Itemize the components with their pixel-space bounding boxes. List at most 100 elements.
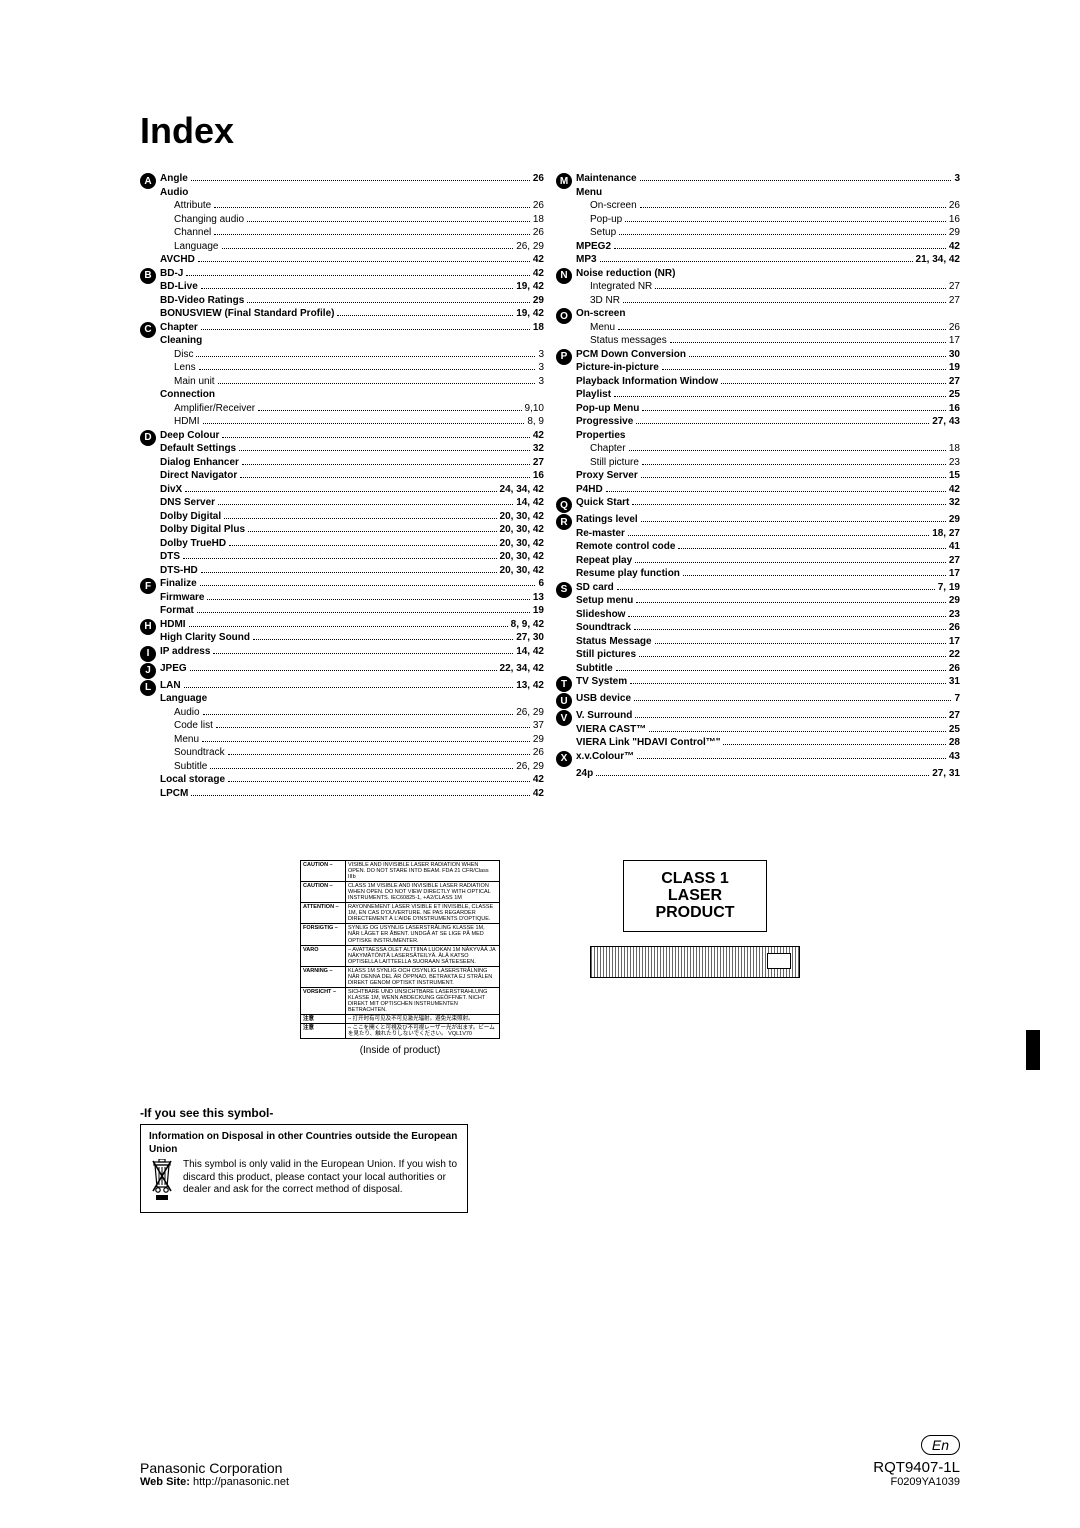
index-entry: Menu29 [160, 733, 544, 747]
index-entry: Setup menu29 [576, 594, 960, 608]
index-entry: Status Message17 [576, 635, 960, 649]
entry-label: On-screen [576, 199, 637, 213]
letter-badge: P [556, 349, 572, 365]
entry-page: 18 [949, 442, 960, 456]
entry-label: Main unit [160, 375, 215, 389]
caution-table: CAUTION –VISIBLE AND INVISIBLE LASER RAD… [300, 860, 500, 1039]
entry-label: DNS Server [160, 496, 215, 510]
index-entry: Slideshow23 [576, 608, 960, 622]
index-entry: P4HD42 [576, 483, 960, 497]
index-entry: Chapter18 [576, 442, 960, 456]
entry-page: 26, 29 [516, 240, 544, 254]
doc-code-1: RQT9407-1L [873, 1459, 960, 1476]
entry-label: Attribute [160, 199, 211, 213]
index-entry: Soundtrack26 [576, 621, 960, 635]
index-entry: Code list37 [160, 719, 544, 733]
index-entry: Playlist25 [576, 388, 960, 402]
footer: Panasonic Corporation Web Site: http://p… [140, 1435, 960, 1488]
index-entry: Lens3 [160, 361, 544, 375]
letter-group: BBD-J42BD-Live19, 42BD-Video Ratings29BO… [140, 267, 544, 321]
entry-page: 24, 34, 42 [500, 483, 544, 497]
entry-label: 24p [576, 767, 593, 781]
letter-group: FFinalize6Firmware13Format19 [140, 577, 544, 618]
entry-label: USB device [576, 692, 631, 706]
index-entry: Setup29 [576, 226, 960, 240]
caution-label: CAUTION – [301, 882, 346, 903]
entry-label: Subtitle [576, 662, 613, 676]
entry-page: 29 [533, 294, 544, 308]
entry-label: MPEG2 [576, 240, 611, 254]
entry-page: 9,10 [525, 402, 544, 416]
entry-page: 27 [949, 294, 960, 308]
caution-text: – AVATTAESSA OLET ALTTIINA LUOKAN 1M NÄK… [346, 945, 500, 966]
index-entry: Menu [576, 186, 960, 200]
entry-page: 29 [949, 226, 960, 240]
entry-page: 27 [949, 375, 960, 389]
index-entry: Finalize6 [160, 577, 544, 591]
entry-label: Picture-in-picture [576, 361, 659, 375]
letter-group: Xx.v.Colour™43 [556, 750, 960, 767]
website-line: Web Site: http://panasonic.net [140, 1476, 289, 1488]
caution-text: SICHTBARE UND UNSICHTBARE LASERSTRAHLUNG… [346, 987, 500, 1014]
language-badge: En [921, 1435, 960, 1455]
index-entry: MP321, 34, 42 [576, 253, 960, 267]
index-entry: Subtitle26, 29 [160, 760, 544, 774]
caution-text: SYNLIG OG USYNLIG LASERSTRÅLING KLASSE 1… [346, 924, 500, 945]
entry-label: Firmware [160, 591, 204, 605]
letter-group: QQuick Start32 [556, 496, 960, 513]
index-entry: BD-J42 [160, 267, 544, 281]
index-entry: Still picture23 [576, 456, 960, 470]
entry-label: Channel [160, 226, 211, 240]
letter-group: CChapter18CleaningDisc3Lens3Main unit3Co… [140, 321, 544, 429]
index-entry: Main unit3 [160, 375, 544, 389]
entry-label: Dolby Digital Plus [160, 523, 245, 537]
entry-page: 26, 29 [516, 706, 544, 720]
entry-label: Integrated NR [576, 280, 652, 294]
index-entry: On-screen26 [576, 199, 960, 213]
entry-page: 20, 30, 42 [500, 510, 544, 524]
entry-label: Angle [160, 172, 188, 186]
entry-page: 17 [949, 567, 960, 581]
entry-label: Properties [576, 429, 625, 443]
entry-label: PCM Down Conversion [576, 348, 686, 362]
index-entry: Language [160, 692, 544, 706]
entry-page: 31 [949, 675, 960, 689]
entry-page: 29 [533, 733, 544, 747]
caution-label: VARNING – [301, 966, 346, 987]
entry-page: 7 [954, 692, 960, 706]
entry-label: Still pictures [576, 648, 636, 662]
index-entry: Quick Start32 [576, 496, 960, 510]
caution-text: RAYONNEMENT LASER VISIBLE ET INVISIBLE, … [346, 903, 500, 924]
index-entry: Subtitle26 [576, 662, 960, 676]
entry-label: Menu [576, 186, 602, 200]
entry-page: 25 [949, 388, 960, 402]
index-entry: Dolby Digital20, 30, 42 [160, 510, 544, 524]
entry-page: 8, 9, 42 [511, 618, 544, 632]
entry-page: 19 [533, 604, 544, 618]
index-entry: DNS Server14, 42 [160, 496, 544, 510]
letter-badge: X [556, 751, 572, 767]
website-url: http://panasonic.net [193, 1476, 289, 1488]
index-entry: Cleaning [160, 334, 544, 348]
inside-caption: (Inside of product) [300, 1045, 500, 1056]
caution-label: FORSIGTIG – [301, 924, 346, 945]
entry-page: 30 [949, 348, 960, 362]
entry-page: 26, 29 [516, 760, 544, 774]
letter-group: AAngle26AudioAttribute26Changing audio18… [140, 172, 544, 267]
entry-label: Lens [160, 361, 196, 375]
entry-page: 42 [533, 773, 544, 787]
index-entry: Ratings level29 [576, 513, 960, 527]
letter-group: UUSB device7 [556, 692, 960, 709]
entry-page: 17 [949, 635, 960, 649]
entry-label: DTS-HD [160, 564, 198, 578]
entry-label: Connection [160, 388, 215, 402]
entry-page: 37 [533, 719, 544, 733]
index-entry: Remote control code41 [576, 540, 960, 554]
entry-page: 21, 34, 42 [916, 253, 960, 267]
letter-group: 24p27, 31 [556, 767, 960, 781]
entry-page: 8, 9 [527, 415, 544, 429]
entry-page: 27 [949, 709, 960, 723]
index-entry: Soundtrack26 [160, 746, 544, 760]
index-entry: Connection [160, 388, 544, 402]
entry-label: HDMI [160, 415, 200, 429]
